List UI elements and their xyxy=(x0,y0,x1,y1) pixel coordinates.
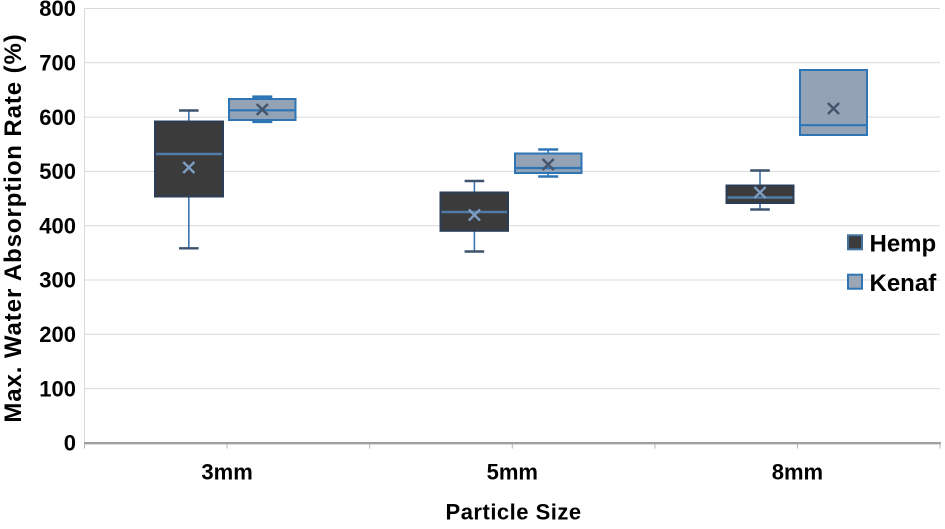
svg-text:600: 600 xyxy=(39,105,76,130)
svg-text:Max. Water Absorption Rate (%): Max. Water Absorption Rate (%) xyxy=(0,33,27,422)
svg-text:3mm: 3mm xyxy=(201,460,252,485)
svg-text:0: 0 xyxy=(64,431,76,456)
svg-text:Hemp: Hemp xyxy=(870,231,937,258)
svg-text:300: 300 xyxy=(39,268,76,293)
svg-text:5mm: 5mm xyxy=(487,460,538,485)
svg-text:700: 700 xyxy=(39,51,76,76)
svg-text:8mm: 8mm xyxy=(772,460,823,485)
svg-text:400: 400 xyxy=(39,213,76,238)
svg-text:200: 200 xyxy=(39,322,76,347)
svg-text:Kenaf: Kenaf xyxy=(870,270,938,297)
svg-text:100: 100 xyxy=(39,376,76,401)
svg-text:500: 500 xyxy=(39,159,76,184)
svg-text:800: 800 xyxy=(39,0,76,21)
svg-text:Particle Size: Particle Size xyxy=(446,500,582,525)
